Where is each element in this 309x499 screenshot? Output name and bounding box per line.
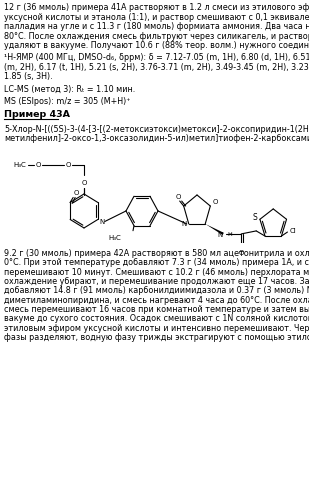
- Text: H₃C: H₃C: [14, 162, 26, 168]
- Text: Cl: Cl: [290, 228, 296, 234]
- Text: O: O: [35, 162, 41, 168]
- Text: диметиламинопиридина, и смесь нагревают 4 часа до 60°С. После охлаждения: диметиламинопиридина, и смесь нагревают …: [4, 296, 309, 305]
- Text: смесь перемешивают 16 часов при комнатной температуре и затем выпаривают в: смесь перемешивают 16 часов при комнатно…: [4, 305, 309, 314]
- Text: 0°С. При этой температуре добавляют 7.3 г (34 ммоль) примера 1А, и смесь: 0°С. При этой температуре добавляют 7.3 …: [4, 258, 309, 267]
- Text: MS (ESIpos): m/z = 305 (M+H)⁺: MS (ESIpos): m/z = 305 (M+H)⁺: [4, 97, 130, 106]
- Text: O: O: [81, 180, 87, 186]
- Polygon shape: [205, 224, 224, 235]
- Text: добавляют 14.8 г (91 ммоль) карбонилдиимидазола и 0.37 г (3 ммоль) N,N-4-: добавляют 14.8 г (91 ммоль) карбонилдиим…: [4, 286, 309, 295]
- Text: N: N: [217, 232, 222, 238]
- Text: Пример 43А: Пример 43А: [4, 110, 70, 119]
- Text: удаляют в вакууме. Получают 10.6 г (88% теор. волм.) нужного соединения.: удаляют в вакууме. Получают 10.6 г (88% …: [4, 41, 309, 50]
- Text: вакуме до сухого состояния. Осадок смешивают с 1N соляной кислотой и: вакуме до сухого состояния. Осадок смеши…: [4, 314, 309, 323]
- Text: 5-Хлор-N-[((5S)-3-(4-[3-[(2-метоксиэтокси)метокси]-2-оксопиридин-1(2H)-ил]-3-: 5-Хлор-N-[((5S)-3-(4-[3-[(2-метоксиэтокс…: [4, 125, 309, 134]
- Text: H₃C: H₃C: [108, 235, 121, 241]
- Text: O: O: [239, 250, 244, 256]
- Text: N: N: [99, 220, 104, 226]
- Text: O: O: [176, 194, 181, 200]
- Text: 1.85 (s, 3H).: 1.85 (s, 3H).: [4, 72, 53, 81]
- Text: 9.2 г (30 ммоль) примера 42А растворяют в 580 мл ацетонитрила и охлаждают до: 9.2 г (30 ммоль) примера 42А растворяют …: [4, 249, 309, 258]
- Text: этиловым эфиром уксусной кислоты и интенсивно перемешивают. Через 15 часов: этиловым эфиром уксусной кислоты и интен…: [4, 324, 309, 333]
- Text: фазы разделяют, водную фазу трижды экстрагируют с помощью этилового эфира: фазы разделяют, водную фазу трижды экстр…: [4, 333, 309, 342]
- Text: 12 г (36 ммоль) примера 41А растворяют в 1.2 л смеси из этилового эфира: 12 г (36 ммоль) примера 41А растворяют в…: [4, 3, 309, 12]
- Text: N: N: [181, 221, 186, 227]
- Text: O: O: [74, 191, 79, 197]
- Text: палладия на угле и с 11.3 г (180 ммоль) формиата аммония. Два часа нагревают до: палладия на угле и с 11.3 г (180 ммоль) …: [4, 22, 309, 31]
- Text: H: H: [227, 233, 232, 238]
- Text: O: O: [65, 162, 71, 168]
- Text: LC-MS (метод 3): Rₜ = 1.10 мин.: LC-MS (метод 3): Rₜ = 1.10 мин.: [4, 84, 135, 93]
- Text: 80°С. После охлаждения смесь фильтруют через силикагель, и растворитель: 80°С. После охлаждения смесь фильтруют ч…: [4, 31, 309, 40]
- Text: (m, 2H), 6.17 (t, 1H), 5.21 (s, 2H), 3.76-3.71 (m, 2H), 3.49-3.45 (m, 2H), 3.23 : (m, 2H), 6.17 (t, 1H), 5.21 (s, 2H), 3.7…: [4, 63, 309, 72]
- Text: ¹H-ЯМР (400 МГц, DMSO-d₆, δррм): δ = 7.12-7.05 (m, 1H), 6.80 (d, 1H), 6.51-6.42: ¹H-ЯМР (400 МГц, DMSO-d₆, δррм): δ = 7.1…: [4, 53, 309, 62]
- Text: уксусной кислоты и этанола (1:1), и раствор смешивают с 0,1 эквивалентом: уксусной кислоты и этанола (1:1), и раст…: [4, 13, 309, 22]
- Text: метилфенил]-2-оксо-1,3-оксазолидин-5-ил)метил]тиофен-2-карбоксамид: метилфенил]-2-оксо-1,3-оксазолидин-5-ил)…: [4, 134, 309, 143]
- Text: перемешивают 10 минут. Смешивают с 10.2 г (46 ммоль) перхлората магния,: перемешивают 10 минут. Смешивают с 10.2 …: [4, 267, 309, 276]
- Text: O: O: [213, 199, 218, 205]
- Text: охлаждение убирают, и перемешивание продолжают еще 17 часов. Затем: охлаждение убирают, и перемешивание прод…: [4, 277, 309, 286]
- Text: S: S: [252, 213, 257, 222]
